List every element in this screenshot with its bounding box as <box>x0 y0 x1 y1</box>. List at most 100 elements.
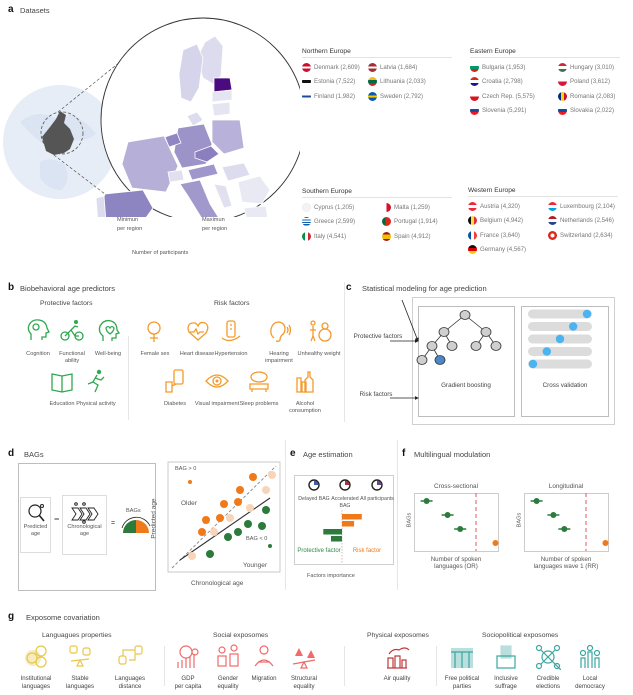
clock-label: Accelerated BAG <box>331 496 359 509</box>
ballot-box-icon <box>493 644 519 675</box>
protective-factor-label: Education <box>49 401 75 407</box>
country-item: Portugal (1,914) <box>382 215 438 229</box>
cyclist-icon <box>59 318 85 349</box>
younger-point <box>206 550 214 558</box>
forest-plot-y-label: BAGs <box>516 512 523 528</box>
effect-point <box>602 540 609 546</box>
country-item: Latvia (1,684) <box>368 60 417 74</box>
exposome-label: Languages distance <box>108 675 152 691</box>
exposome-label-line-1: Structural <box>290 675 318 682</box>
exposome-label-line-2: languages <box>65 683 95 690</box>
x-label-line-2: languages wave 1 (RR) <box>533 563 599 570</box>
romania-shape <box>237 175 271 205</box>
magnifier-brain-icon <box>27 504 45 522</box>
equals-sign: = <box>111 520 116 527</box>
country-item: Hungary (3,010) <box>558 60 614 74</box>
risk-factor-item: Alcohol consumption <box>282 368 328 415</box>
heart-icon <box>184 318 210 349</box>
country-label: Netherlands (2,546) <box>560 217 614 224</box>
clock-mixed-icon <box>371 478 383 496</box>
country-label: Latvia (1,684) <box>380 63 418 71</box>
risk-importance-bar <box>342 521 355 527</box>
country-item: Belgium (4,942) <box>468 214 523 228</box>
language-distance-icon <box>117 644 143 675</box>
exposome-label-line-2: democracy <box>575 683 605 690</box>
forest-plot-title: Longitudinal <box>548 483 584 490</box>
tree-node-highlighted <box>434 355 446 365</box>
eye-icon <box>204 368 230 399</box>
country-label: Sweden (2,792) <box>380 92 424 100</box>
tree-node <box>446 341 458 351</box>
panel-b-c-divider <box>344 282 345 422</box>
hungary-flag-icon <box>558 62 567 72</box>
scatter-y-label: Predicted age <box>150 498 158 539</box>
exposome-item: Local democracy <box>568 644 612 691</box>
bag-gauge-icon <box>121 516 151 533</box>
country-label: Czech Rep. (5,575) <box>482 92 535 100</box>
country-item: Malta (1,259) <box>382 200 430 214</box>
europe-map-figure <box>3 17 300 217</box>
bulgaria-flag-icon <box>470 62 479 72</box>
exposome-group-heading: Physical exposomes <box>367 632 429 639</box>
legend-max-label: Maximun per region <box>202 216 227 234</box>
panel-e-title: Age estimation <box>303 450 353 459</box>
panel-f-letter: f <box>402 448 406 459</box>
older-point <box>202 516 210 524</box>
exposome-group-heading: Sociopolitical exposomes <box>482 632 559 639</box>
region-title: Southern Europe <box>302 188 452 198</box>
younger-point <box>234 528 242 536</box>
model-diagram <box>390 300 592 400</box>
exposome-label-line-1: Gender <box>217 675 239 682</box>
risk-factor-label: Unhealthy weight <box>297 351 341 357</box>
panel-c-title: Statistical modeling for age prediction <box>362 284 487 293</box>
country-label: Slovakia (2,022) <box>570 107 615 114</box>
country-label: France (3,640) <box>480 231 520 239</box>
greece-flag-icon <box>302 217 311 226</box>
country-item: Luxembourg (2,104) <box>548 199 615 213</box>
lithuania-flag-icon <box>368 77 377 86</box>
country-item: Italy (4,541) <box>302 229 346 243</box>
country-item: Estonia (7,522) <box>302 75 355 89</box>
exposome-label: Inclusive suffrage <box>484 675 528 691</box>
country-label: Switzerland (2,634) <box>560 231 613 239</box>
country-label: Spain (4,912) <box>394 232 431 240</box>
forest-plot <box>524 493 609 552</box>
female-symbol-icon <box>142 318 168 349</box>
exposome-label: Credible elections <box>526 675 570 691</box>
older-point <box>236 486 244 494</box>
protective-factor-label: Cognition <box>26 351 50 357</box>
younger-point <box>224 533 232 541</box>
panel-b-title: Biobehavioral age predictors <box>20 284 116 293</box>
region-title: Eastern Europe <box>470 48 620 58</box>
country-label: Italy (4,541) <box>314 232 347 240</box>
clock-label: All participants <box>360 496 394 502</box>
exposome-label: Air quality <box>374 675 420 683</box>
panel-b-letter: b <box>8 282 15 293</box>
france-shape <box>121 135 179 193</box>
exposome-label: GDP per capita <box>166 675 210 691</box>
panel-d-title: BAGs <box>24 450 44 459</box>
x-label-line-1: Number of spoken <box>540 556 592 563</box>
protective-factor-item: Cognition <box>18 318 58 358</box>
country-item: Czech Rep. (5,575) <box>470 89 535 103</box>
panel-a-letter: a <box>8 4 14 15</box>
country-item: Switzerland (2,634) <box>548 228 613 242</box>
older-point <box>234 498 242 506</box>
risk-factor-item: Diabetes <box>152 368 198 408</box>
bag-formula-box <box>18 463 156 591</box>
country-item: Poland (3,612) <box>558 75 610 89</box>
older-point <box>216 514 224 522</box>
group-divider <box>164 646 165 686</box>
exposome-label-line-1: Languages <box>114 675 146 682</box>
slovakia-flag-icon <box>558 106 567 115</box>
latvia-flag-icon <box>368 62 377 72</box>
legend-caption: Number of participants <box>132 250 189 256</box>
book-icon <box>49 368 75 399</box>
forest-plot-x-label: Number of spoken languages wave 1 (RR) <box>520 556 612 570</box>
group-divider <box>436 646 437 686</box>
gradient-boosting-label: Gradient boosting <box>441 382 491 389</box>
malta-flag-icon <box>382 202 391 212</box>
panel-g-letter: g <box>8 611 15 622</box>
tree-node <box>459 310 471 320</box>
country-label: Germany (4,567) <box>480 246 527 253</box>
